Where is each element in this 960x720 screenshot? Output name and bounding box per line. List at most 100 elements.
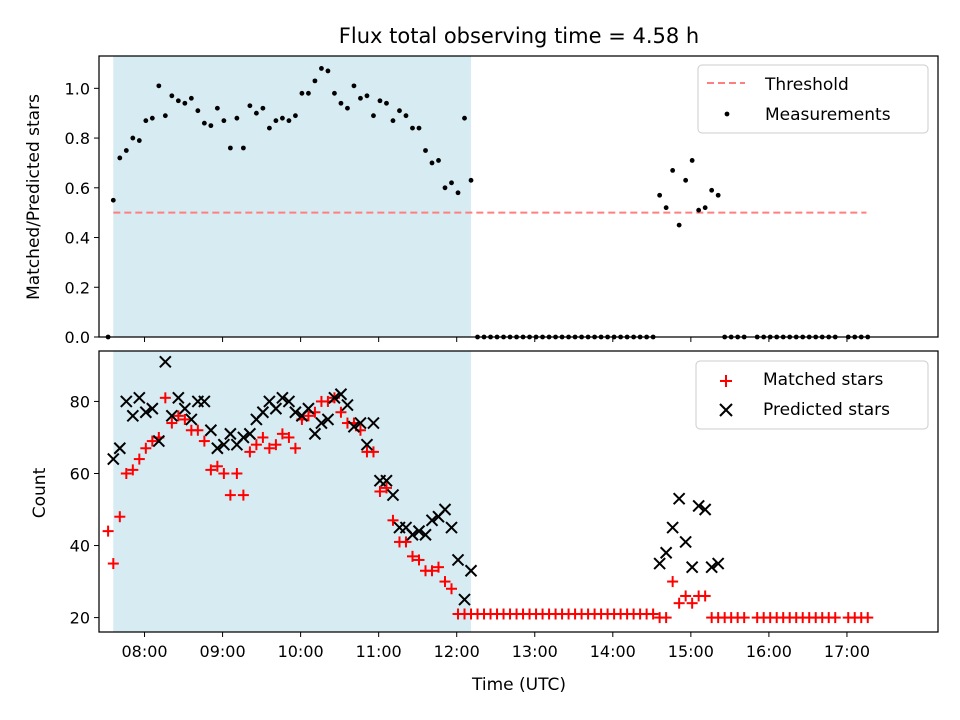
matched-star-point: [699, 590, 711, 602]
bottom-x-ticks: 08:00 09:00 10:00 11:00 12:00 13:00 14:00 15:00…: [121, 632, 870, 661]
matched-star-point: [192, 424, 204, 436]
bottom-axes-frame: [98, 350, 939, 633]
predicted-star-point: [302, 402, 315, 415]
predicted-star-point: [243, 427, 257, 441]
x-tick-label: 10:00: [278, 642, 324, 661]
matched-star-point: [374, 486, 386, 497]
matched-star-point: [413, 554, 425, 566]
matched-star-point: [367, 446, 379, 458]
matched-star-point: [231, 467, 243, 479]
measurement-point: [267, 125, 272, 131]
predicted-star-point: [692, 499, 705, 513]
measurement-point: [364, 93, 370, 99]
predicted-star-point-b: [666, 521, 679, 534]
predicted-star-point-b: [120, 395, 133, 408]
measurement-point: [156, 83, 162, 89]
measurement-point: [253, 110, 259, 116]
predicted-star-point-b: [425, 514, 439, 527]
measurement-point: [221, 118, 227, 124]
matched-star-point: [198, 435, 210, 447]
predicted-star-point: [237, 431, 250, 444]
top-axes-frame: [98, 55, 939, 338]
matched-star-point: [738, 612, 750, 624]
predicted-star-point-b: [263, 395, 276, 408]
measurement-point: [423, 148, 428, 153]
predicted-star-point: [685, 560, 699, 574]
predicted-star-point: [321, 413, 335, 426]
predicted-star-point: [464, 564, 478, 577]
measurement-point: [110, 197, 116, 203]
measurement-point: [195, 108, 201, 114]
measurement-point: [299, 90, 305, 96]
predicted-star-point: [133, 391, 146, 405]
predicted-star-point: [419, 528, 432, 541]
predicted-star-point: [159, 355, 172, 369]
matched-star-point: [120, 467, 132, 479]
predicted-star-point: [178, 402, 192, 415]
predicted-star-point-b: [347, 420, 361, 433]
measurement-point: [696, 207, 702, 213]
x-tick-label: 12:00: [434, 642, 480, 661]
measurement-point: [227, 145, 233, 151]
matched-star-point: [680, 590, 692, 602]
predicted-star-point-b: [289, 406, 302, 419]
predicted-star-point: [360, 438, 374, 451]
predicted-star-point-b: [659, 546, 673, 559]
measurement-point: [429, 160, 435, 166]
measurement-point: [306, 90, 311, 96]
predicted-star-point-b: [126, 409, 140, 423]
measurement-point: [663, 205, 669, 211]
matched-star-point: [250, 439, 262, 451]
measurement-point: [175, 98, 181, 104]
measurement-point: [449, 180, 454, 186]
predicted-star-point: [276, 391, 289, 405]
bottom-shaded-interval: [113, 351, 472, 632]
measurement-point: [312, 78, 318, 84]
legend-matched-label: Matched stars: [763, 370, 883, 390]
predicted-star-point: [451, 553, 465, 567]
predicted-star-point: [412, 524, 426, 538]
bottom-shaded-rect: [113, 351, 472, 632]
measurement-point: [247, 103, 253, 109]
predicted-star-point: [328, 391, 341, 405]
predicted-star-point-b: [146, 402, 159, 415]
x-tick-label: 13:00: [512, 642, 558, 661]
matched-star-point: [211, 460, 223, 472]
measurement-point: [117, 155, 123, 161]
predicted-star-point: [146, 402, 159, 415]
predicted-star-point-b: [276, 391, 289, 405]
predicted-star-point: [289, 406, 302, 419]
chart-title: Flux total observing time = 4.58 h: [339, 24, 699, 48]
measurement-point: [332, 90, 337, 96]
matched-star-point: [276, 428, 288, 440]
x-axis-label: Time (UTC): [471, 675, 566, 695]
predicted-star-point-b: [269, 402, 283, 415]
matched-star-point: [433, 561, 445, 573]
matched-star-point: [387, 514, 399, 526]
predicted-star-point: [698, 503, 712, 516]
top-shaded-interval: [113, 56, 472, 337]
matched-star-point: [166, 417, 178, 429]
matched-star-point: [673, 597, 685, 609]
matched-star-point: [146, 435, 158, 447]
predicted-star-point: [282, 395, 296, 408]
matched-star-point: [114, 511, 126, 523]
predicted-star-point-b: [451, 553, 465, 567]
predicted-star-point: [152, 434, 166, 448]
predicted-star-point-b: [685, 560, 699, 574]
predicted-star-point-b: [692, 499, 705, 513]
matched-star-point: [426, 565, 438, 577]
measurement-point: [715, 192, 721, 198]
predicted-star-point-b: [412, 524, 426, 538]
predicted-star-point: [113, 442, 127, 455]
predicted-star-point-b: [679, 535, 692, 549]
predicted-star-point: [256, 406, 270, 419]
predicted-star-point: [425, 514, 439, 527]
matched-star-point: [862, 612, 874, 624]
measurement-point: [293, 113, 298, 119]
predicted-star-point-b: [308, 427, 322, 441]
matched-star-point: [102, 525, 114, 537]
measurement-point: [384, 100, 389, 106]
measurement-point: [390, 118, 396, 124]
measurement-point: [397, 108, 402, 114]
